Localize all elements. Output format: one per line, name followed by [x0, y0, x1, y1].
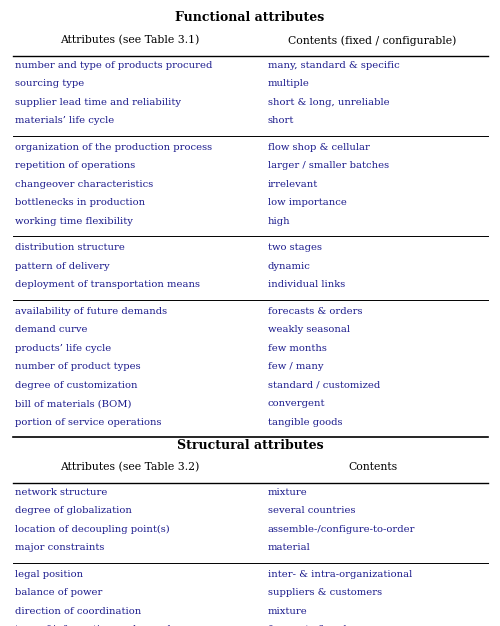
Text: working time flexibility: working time flexibility — [15, 217, 133, 225]
Text: few / many: few / many — [268, 362, 323, 371]
Text: flow shop & cellular: flow shop & cellular — [268, 143, 370, 151]
Text: tangible goods: tangible goods — [268, 418, 342, 426]
Text: forecasts & orders: forecasts & orders — [268, 307, 362, 316]
Text: several countries: several countries — [268, 506, 355, 515]
Text: multiple: multiple — [268, 80, 310, 88]
Text: material: material — [268, 543, 310, 552]
Text: type of information exchanged: type of information exchanged — [15, 625, 171, 626]
Text: suppliers & customers: suppliers & customers — [268, 588, 382, 597]
Text: number of product types: number of product types — [15, 362, 140, 371]
Text: pattern of delivery: pattern of delivery — [15, 262, 110, 270]
Text: mixture: mixture — [268, 607, 307, 616]
Text: standard / customized: standard / customized — [268, 381, 380, 389]
Text: deployment of transportation means: deployment of transportation means — [15, 280, 200, 289]
Text: two stages: two stages — [268, 243, 322, 252]
Text: few months: few months — [268, 344, 326, 352]
Text: inter- & intra-organizational: inter- & intra-organizational — [268, 570, 412, 579]
Text: legal position: legal position — [15, 570, 83, 579]
Text: Contents: Contents — [348, 462, 397, 472]
Text: irrelevant: irrelevant — [268, 180, 318, 188]
Text: forecasts & orders: forecasts & orders — [268, 625, 362, 626]
Text: weakly seasonal: weakly seasonal — [268, 325, 349, 334]
Text: bill of materials (BOM): bill of materials (BOM) — [15, 399, 132, 408]
Text: location of decoupling point(s): location of decoupling point(s) — [15, 525, 170, 534]
Text: products’ life cycle: products’ life cycle — [15, 344, 111, 352]
Text: Functional attributes: Functional attributes — [176, 11, 324, 24]
Text: individual links: individual links — [268, 280, 345, 289]
Text: bottlenecks in production: bottlenecks in production — [15, 198, 145, 207]
Text: degree of customization: degree of customization — [15, 381, 138, 389]
Text: short: short — [268, 116, 294, 125]
Text: demand curve: demand curve — [15, 325, 88, 334]
Text: sourcing type: sourcing type — [15, 80, 84, 88]
Text: Attributes (see Table 3.1): Attributes (see Table 3.1) — [60, 35, 200, 45]
Text: materials’ life cycle: materials’ life cycle — [15, 116, 114, 125]
Text: number and type of products procured: number and type of products procured — [15, 61, 212, 69]
Text: assemble-/configure-to-order: assemble-/configure-to-order — [268, 525, 415, 534]
Text: distribution structure: distribution structure — [15, 243, 125, 252]
Text: larger / smaller batches: larger / smaller batches — [268, 162, 388, 170]
Text: balance of power: balance of power — [15, 588, 102, 597]
Text: Attributes (see Table 3.2): Attributes (see Table 3.2) — [60, 462, 200, 473]
Text: short & long, unreliable: short & long, unreliable — [268, 98, 389, 106]
Text: changeover characteristics: changeover characteristics — [15, 180, 153, 188]
Text: low importance: low importance — [268, 198, 346, 207]
Text: repetition of operations: repetition of operations — [15, 162, 135, 170]
Text: high: high — [268, 217, 290, 225]
Text: convergent: convergent — [268, 399, 325, 408]
Text: Contents (fixed / configurable): Contents (fixed / configurable) — [288, 35, 456, 46]
Text: degree of globalization: degree of globalization — [15, 506, 132, 515]
Text: organization of the production process: organization of the production process — [15, 143, 212, 151]
Text: direction of coordination: direction of coordination — [15, 607, 142, 616]
Text: many, standard & specific: many, standard & specific — [268, 61, 399, 69]
Text: supplier lead time and reliability: supplier lead time and reliability — [15, 98, 181, 106]
Text: availability of future demands: availability of future demands — [15, 307, 167, 316]
Text: portion of service operations: portion of service operations — [15, 418, 162, 426]
Text: dynamic: dynamic — [268, 262, 310, 270]
Text: network structure: network structure — [15, 488, 108, 497]
Text: mixture: mixture — [268, 488, 307, 497]
Text: major constraints: major constraints — [15, 543, 104, 552]
Text: Structural attributes: Structural attributes — [176, 438, 324, 451]
